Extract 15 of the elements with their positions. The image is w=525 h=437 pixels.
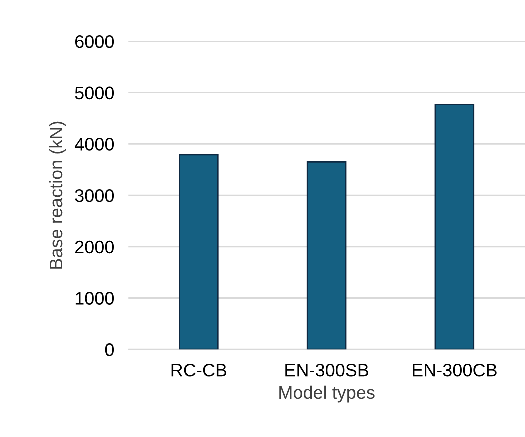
x-tick-label: EN-300CB <box>413 364 497 377</box>
bar <box>434 104 475 350</box>
x-axis-title: Model types <box>280 386 375 403</box>
y-tick-label: 5000 <box>75 86 114 100</box>
y-tick-label: 3000 <box>75 189 114 202</box>
x-tick-label: EN-300SB <box>286 364 369 377</box>
y-tick-label: 0 <box>105 344 114 356</box>
y-tick-label: 1000 <box>76 292 114 305</box>
bar <box>306 161 347 350</box>
y-tick-label: 2000 <box>75 240 114 254</box>
bar <box>179 154 219 350</box>
x-tick-label: RC-CB <box>172 364 227 377</box>
y-tick-label: 6000 <box>75 35 114 48</box>
y-tick-label: 4000 <box>74 138 114 151</box>
y-axis-title: Base reaction (kN) <box>49 122 66 269</box>
